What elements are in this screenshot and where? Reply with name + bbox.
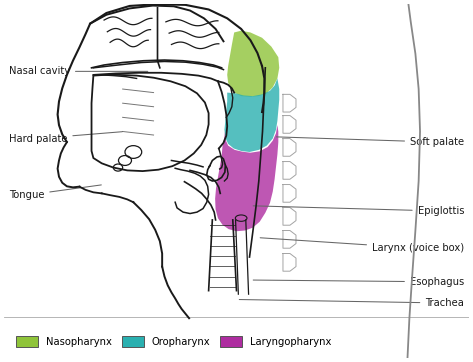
Polygon shape [215,125,278,231]
Text: Trachea: Trachea [239,298,464,308]
Text: Larynx (voice box): Larynx (voice box) [260,238,464,253]
Polygon shape [227,31,279,97]
Text: Soft palate: Soft palate [276,137,464,147]
Text: Epiglottis: Epiglottis [253,206,464,216]
Text: Tongue: Tongue [9,185,101,200]
Text: Nasal cavity: Nasal cavity [9,66,148,76]
Polygon shape [224,79,279,152]
Text: Hard palate: Hard palate [9,132,122,144]
Legend: Nasopharynx, Oropharynx, Laryngopharynx: Nasopharynx, Oropharynx, Laryngopharynx [14,334,333,349]
Text: Esophagus: Esophagus [253,277,464,287]
